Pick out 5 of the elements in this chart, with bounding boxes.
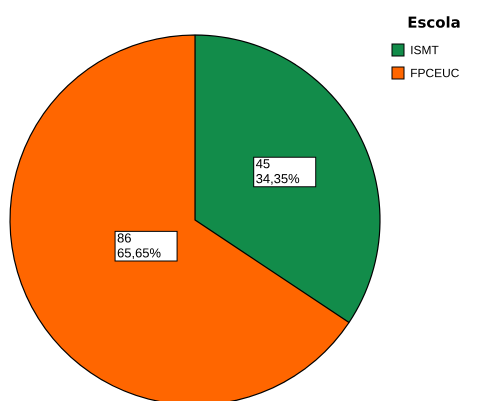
data-label: 86 65,65% xyxy=(118,233,161,260)
legend-title: Escola xyxy=(408,16,460,28)
data-label: 45 34,35% xyxy=(256,159,300,185)
legend-label: ISMT xyxy=(411,46,438,54)
legend-label: FPCEUC xyxy=(411,68,459,78)
